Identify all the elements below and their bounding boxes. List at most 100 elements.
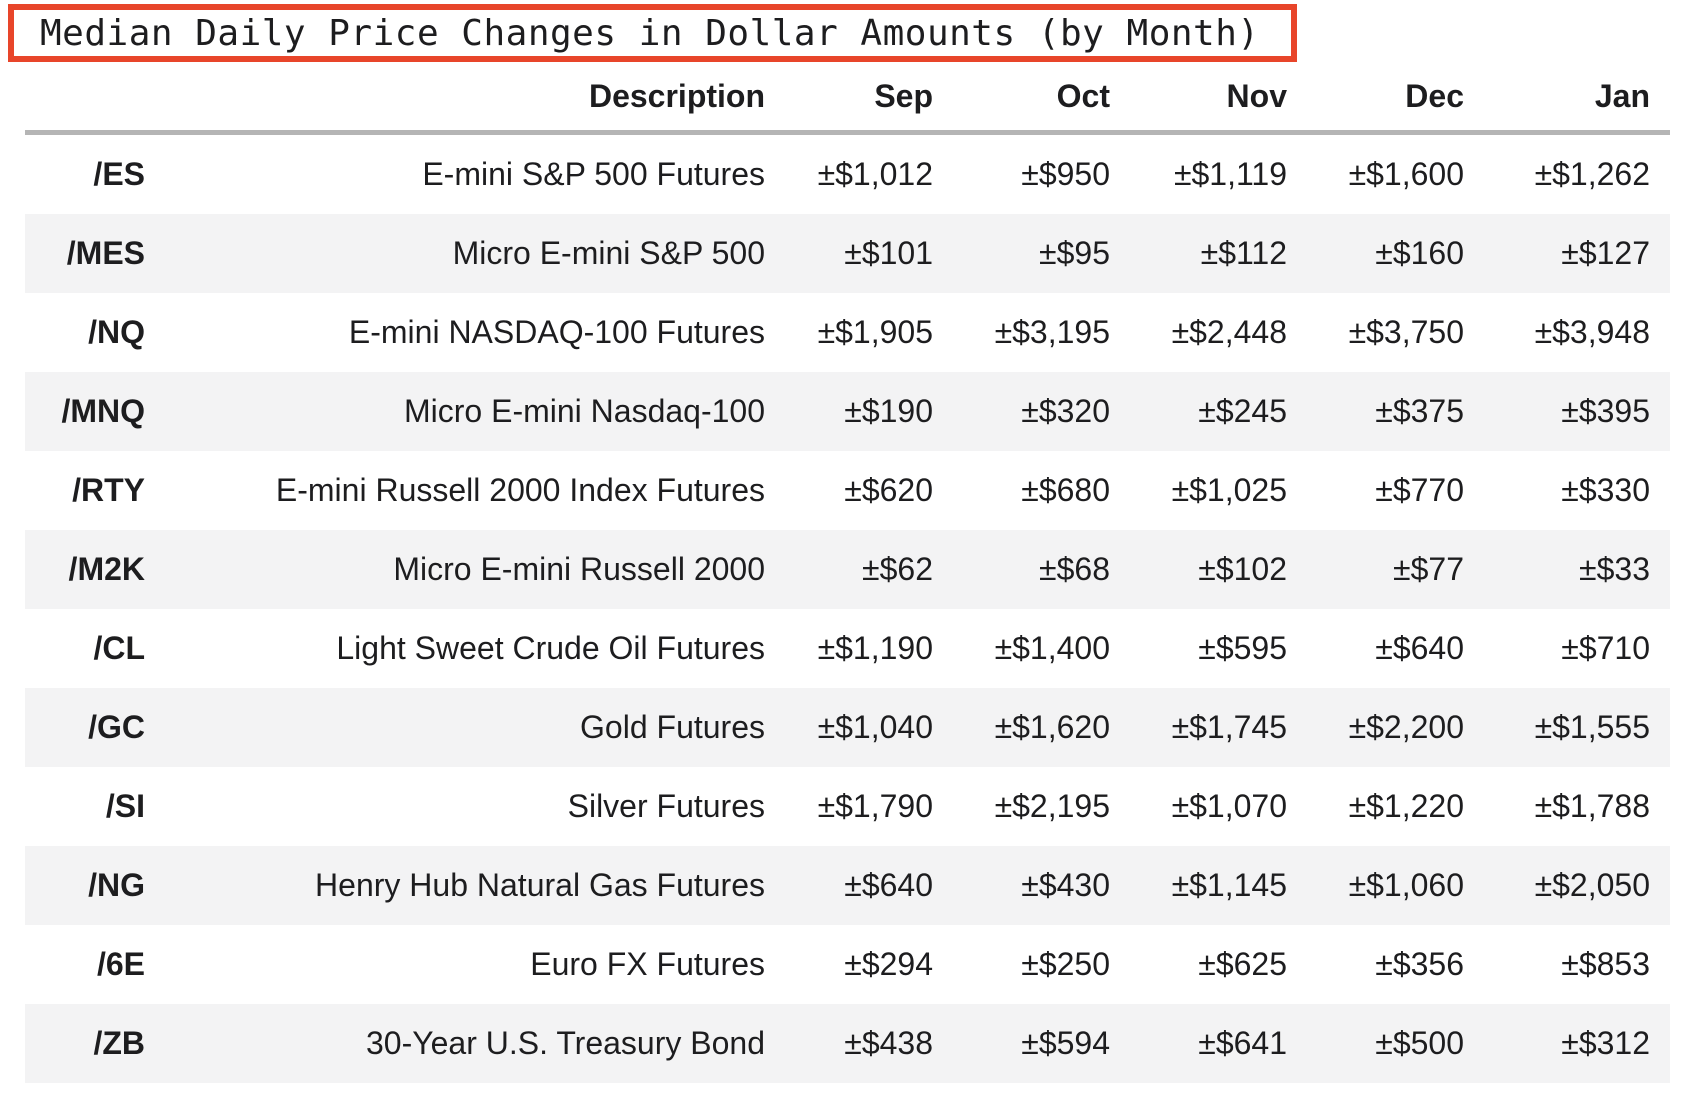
table-row: /RTY E-mini Russell 2000 Index Futures ±$6… (25, 451, 1670, 530)
value-cell-sep: ±$620 (844, 472, 933, 508)
value-cell-nov: ±$102 (1198, 551, 1287, 587)
table-row: /GC Gold Futures ±$1,040 ±$1,620 ±$1,745 ±$2,… (25, 688, 1670, 767)
value-cell-oct: ±$320 (1021, 393, 1110, 429)
value-cell-dec: ±$500 (1375, 1025, 1464, 1061)
value-cell-nov: ±$625 (1198, 946, 1287, 982)
value-cell-jan: ±$3,948 (1534, 314, 1650, 350)
value-cell-jan: ±$1,788 (1534, 788, 1650, 824)
value-cell-sep: ±$1,190 (817, 630, 933, 666)
value-cell-oct: ±$2,195 (994, 788, 1110, 824)
value-cell-jan: ±$2,050 (1534, 867, 1650, 903)
value-cell-sep: ±$1,012 (817, 156, 933, 192)
value-cell-sep: ±$294 (844, 946, 933, 982)
symbol-cell: /SI (105, 788, 145, 824)
table-row: /MES Micro E-mini S&P 500 ±$101 ±$95 ±$112 ±$… (25, 214, 1670, 293)
value-cell-oct: ±$1,620 (994, 709, 1110, 745)
header-jan: Jan (1484, 62, 1670, 135)
value-cell-nov: ±$2,448 (1171, 314, 1287, 350)
value-cell-jan: ±$312 (1561, 1025, 1650, 1061)
table-row: /6E Euro FX Futures ±$294 ±$250 ±$625 ±$356 ±$… (25, 925, 1670, 1004)
value-cell-nov: ±$641 (1198, 1025, 1287, 1061)
value-cell-dec: ±$2,200 (1348, 709, 1464, 745)
value-cell-oct: ±$594 (1021, 1025, 1110, 1061)
value-cell-oct: ±$1,400 (994, 630, 1110, 666)
value-cell-oct: ±$3,195 (994, 314, 1110, 350)
header-description: Description (145, 62, 785, 135)
table-row: /ES E-mini S&P 500 Futures ±$1,012 ±$950 ±$1… (25, 133, 1670, 215)
header-symbol (25, 62, 145, 135)
table-row: /ZB 30-Year U.S. Treasury Bond ±$438 ±$594 ±… (25, 1004, 1670, 1083)
table-row: /CL Light Sweet Crude Oil Futures ±$1,190 ±… (25, 609, 1670, 688)
value-cell-oct: ±$68 (1039, 551, 1110, 587)
value-cell-sep: ±$640 (844, 867, 933, 903)
symbol-cell: /M2K (68, 551, 145, 587)
header-sep: Sep (785, 62, 953, 135)
symbol-cell: /6E (96, 946, 145, 982)
table-row: /NQ E-mini NASDAQ-100 Futures ±$1,905 ±$3,1… (25, 293, 1670, 372)
title-annotation-box: Median Daily Price Changes in Dollar Amo… (8, 4, 1297, 62)
symbol-cell: /RTY (72, 472, 145, 508)
value-cell-oct: ±$680 (1021, 472, 1110, 508)
description-cell: 30-Year U.S. Treasury Bond (365, 1025, 765, 1061)
table-row: /SI Silver Futures ±$1,790 ±$2,195 ±$1,070 ±$… (25, 767, 1670, 846)
value-cell-jan: ±$1,555 (1534, 709, 1650, 745)
page-title: Median Daily Price Changes in Dollar Amo… (40, 12, 1260, 54)
value-cell-sep: ±$1,790 (817, 788, 933, 824)
value-cell-sep: ±$190 (844, 393, 933, 429)
description-cell: Gold Futures (580, 709, 765, 745)
table-body: /ES E-mini S&P 500 Futures ±$1,012 ±$950 ±$1… (25, 133, 1670, 1083)
value-cell-nov: ±$595 (1198, 630, 1287, 666)
value-cell-sep: ±$1,905 (817, 314, 933, 350)
value-cell-jan: ±$33 (1579, 551, 1650, 587)
header-row: Description Sep Oct Nov Dec Jan (25, 62, 1670, 135)
description-cell: E-mini Russell 2000 Index Futures (275, 472, 765, 508)
value-cell-nov: ±$1,070 (1171, 788, 1287, 824)
value-cell-sep: ±$62 (862, 551, 933, 587)
value-cell-dec: ±$1,600 (1348, 156, 1464, 192)
value-cell-dec: ±$375 (1375, 393, 1464, 429)
value-cell-nov: ±$1,025 (1171, 472, 1287, 508)
value-cell-oct: ±$430 (1021, 867, 1110, 903)
value-cell-sep: ±$438 (844, 1025, 933, 1061)
value-cell-dec: ±$356 (1375, 946, 1464, 982)
median-daily-price-changes-table: Description Sep Oct Nov Dec Jan /ES E-mini S&P… (25, 62, 1670, 1083)
value-cell-nov: ±$245 (1198, 393, 1287, 429)
description-cell: Micro E-mini Russell 2000 (393, 551, 765, 587)
value-cell-jan: ±$710 (1561, 630, 1650, 666)
value-cell-dec: ±$640 (1375, 630, 1464, 666)
value-cell-dec: ±$3,750 (1348, 314, 1464, 350)
symbol-cell: /ES (93, 156, 145, 192)
description-cell: Micro E-mini Nasdaq-100 (403, 393, 765, 429)
header-dec: Dec (1307, 62, 1484, 135)
symbol-cell: /MES (66, 235, 145, 271)
value-cell-dec: ±$77 (1393, 551, 1464, 587)
value-cell-oct: ±$950 (1021, 156, 1110, 192)
description-cell: E-mini NASDAQ-100 Futures (348, 314, 765, 350)
table-row: /NG Henry Hub Natural Gas Futures ±$640 ±$4… (25, 846, 1670, 925)
symbol-cell: /ZB (93, 1025, 145, 1061)
value-cell-nov: ±$1,145 (1171, 867, 1287, 903)
value-cell-oct: ±$95 (1039, 235, 1110, 271)
value-cell-sep: ±$101 (844, 235, 933, 271)
value-cell-dec: ±$160 (1375, 235, 1464, 271)
value-cell-dec: ±$1,060 (1348, 867, 1464, 903)
value-cell-jan: ±$853 (1561, 946, 1650, 982)
description-cell: E-mini S&P 500 Futures (422, 156, 765, 192)
value-cell-nov: ±$112 (1200, 235, 1287, 271)
symbol-cell: /NG (88, 867, 145, 903)
symbol-cell: /CL (93, 630, 145, 666)
header-oct: Oct (953, 62, 1130, 135)
description-cell: Micro E-mini S&P 500 (452, 235, 765, 271)
value-cell-jan: ±$395 (1561, 393, 1650, 429)
value-cell-nov: ±$1,745 (1171, 709, 1287, 745)
description-cell: Light Sweet Crude Oil Futures (336, 630, 765, 666)
table-row: /MNQ Micro E-mini Nasdaq-100 ±$190 ±$320 ±$2… (25, 372, 1670, 451)
value-cell-oct: ±$250 (1021, 946, 1110, 982)
symbol-cell: /NQ (88, 314, 145, 350)
header-nov: Nov (1130, 62, 1307, 135)
value-cell-jan: ±$1,262 (1534, 156, 1650, 192)
description-cell: Silver Futures (567, 788, 765, 824)
symbol-cell: /GC (88, 709, 145, 745)
value-cell-nov: ±$1,119 (1173, 156, 1287, 192)
table-row: /M2K Micro E-mini Russell 2000 ±$62 ±$68 ±$1… (25, 530, 1670, 609)
